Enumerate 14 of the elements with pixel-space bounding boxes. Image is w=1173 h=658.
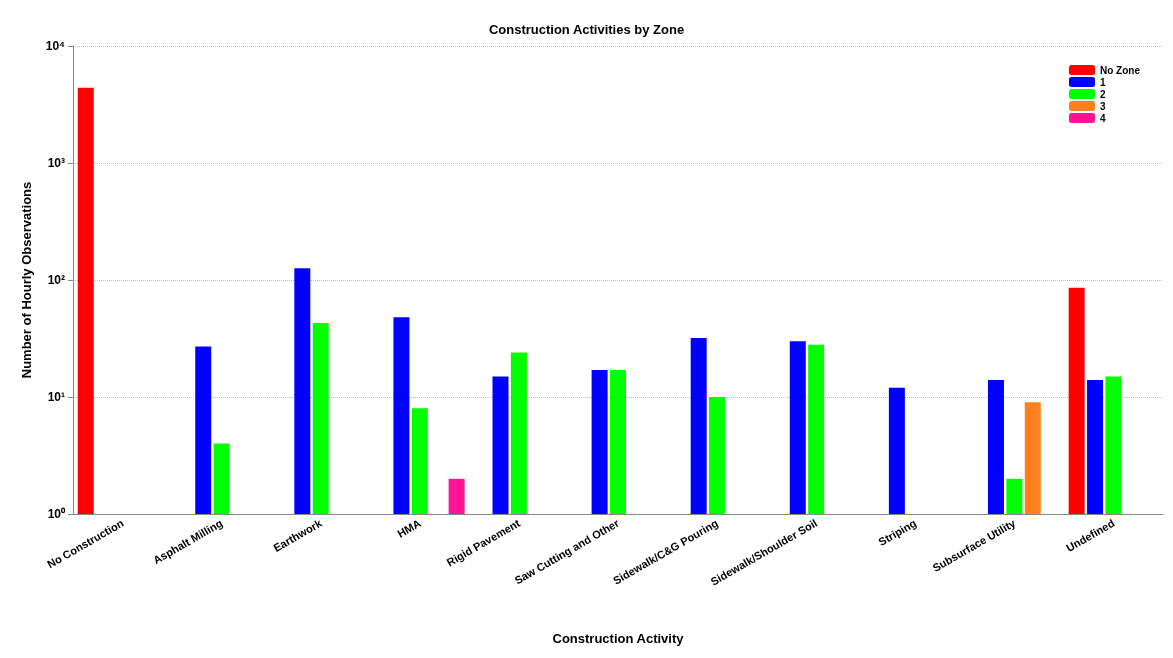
legend-label: 1	[1100, 76, 1106, 88]
y-tick-label: 10⁴	[45, 39, 66, 53]
y-tick-label: 10¹	[47, 390, 65, 404]
y-tick-label: 10⁰	[47, 507, 66, 521]
x-axis-title: Construction Activity	[552, 631, 685, 646]
y-axis-title: Number of Hourly Observations	[19, 181, 34, 379]
y-tick-label: 10²	[47, 273, 65, 287]
chart-title: Construction Activities by Zone	[488, 22, 685, 37]
legend-label: No Zone	[1100, 64, 1141, 76]
legend-label: 4	[1100, 112, 1106, 124]
x-tick-label: HMA	[395, 516, 423, 540]
y-tick-label: 10³	[47, 156, 65, 170]
legend-label: 2	[1100, 88, 1106, 100]
legend-label: 3	[1100, 100, 1106, 112]
